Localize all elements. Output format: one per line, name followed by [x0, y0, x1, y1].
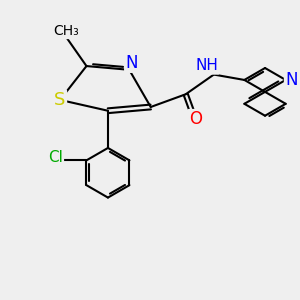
Text: S: S — [54, 91, 66, 109]
Text: O: O — [189, 110, 202, 128]
Text: N: N — [125, 54, 138, 72]
Text: NH: NH — [195, 58, 218, 74]
Text: N: N — [285, 71, 298, 89]
Text: Cl: Cl — [48, 151, 63, 166]
Text: CH₃: CH₃ — [53, 24, 79, 38]
